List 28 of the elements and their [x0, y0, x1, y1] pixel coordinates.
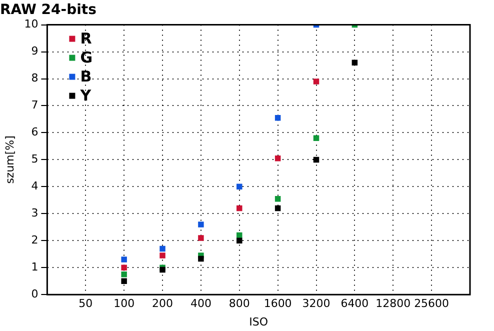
legend-label: Y [79, 86, 92, 105]
x-tick-label: 3200 [302, 297, 330, 310]
x-tick-label: 200 [152, 297, 174, 310]
x-tick-label: 800 [228, 297, 250, 310]
y-tick-label: 1 [31, 260, 38, 274]
y-tick-label: 6 [31, 126, 38, 139]
y-tick-label: 2 [31, 234, 38, 246]
x-tick-label: 50 [78, 297, 93, 310]
x-tick-label: 25600 [414, 297, 450, 310]
y-tick-label: 0 [31, 287, 38, 300]
chart-title: RAW 24-bits [0, 2, 96, 18]
y-tick-label: 7 [31, 98, 38, 112]
legend-label: G [80, 48, 93, 67]
y-tick-label: 4 [31, 180, 38, 193]
y-tick-label: 3 [31, 206, 38, 220]
y-tick-label: 8 [31, 72, 38, 85]
y-tick-label: 5 [31, 152, 38, 166]
y-tick-label: 10 [24, 18, 38, 31]
x-tick-label: 400 [190, 297, 212, 310]
x-tick-label: 100 [114, 297, 135, 310]
y-axis-title: szum[%] [3, 136, 16, 184]
x-tick-label: 6400 [340, 297, 369, 310]
y-tick-label: 9 [31, 44, 38, 58]
x-axis-title: ISO [249, 315, 268, 328]
legend-label: R [80, 30, 92, 48]
legend-label: B [80, 68, 92, 86]
x-tick-label: 12800 [376, 297, 411, 310]
x-tick-label: 1600 [264, 297, 292, 310]
